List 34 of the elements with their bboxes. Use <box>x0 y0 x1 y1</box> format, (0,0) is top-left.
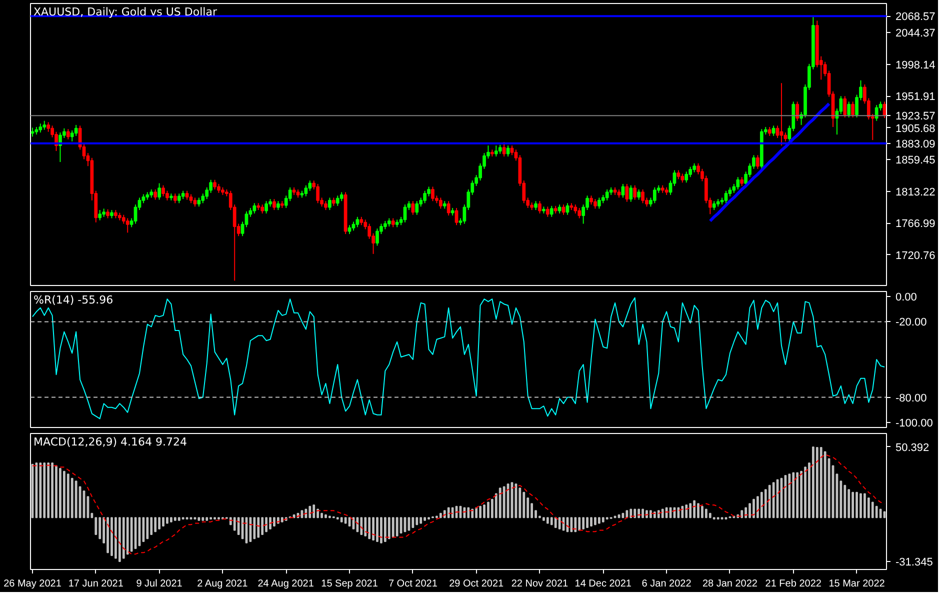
x-tick-label: 15 Sep 2021 <box>321 578 378 590</box>
y-tick-label: 1905.68 <box>896 122 936 135</box>
x-tick-label: 6 Jan 2022 <box>642 578 692 590</box>
y-tick-label: 1766.99 <box>896 218 936 230</box>
x-tick-label: 9 Jul 2021 <box>136 578 183 590</box>
x-tick-label: 24 Aug 2021 <box>258 578 314 590</box>
ref-line-label: 2068.57 <box>896 11 936 24</box>
x-tick-label: 22 Nov 2021 <box>511 578 569 590</box>
y-tick-label: 50.392 <box>896 442 930 454</box>
x-tick-label: 2 Aug 2021 <box>197 578 248 590</box>
chart-title: MACD(12,26,9) 4.164 9.724 <box>34 436 188 448</box>
y-tick-label: -80.00 <box>896 392 927 404</box>
ref-line-label: 1883.09 <box>896 138 936 150</box>
x-tick-label: 29 Oct 2021 <box>449 578 504 590</box>
y-tick-label: 1951.91 <box>896 91 936 104</box>
y-tick-label: 1859.45 <box>896 154 936 167</box>
y-tick-label: -100.00 <box>896 417 933 430</box>
y-tick-label: 1998.14 <box>896 59 936 72</box>
chart-title: XAUUSD, Daily: Gold vs US Dollar <box>34 6 218 18</box>
chart-title: %R(14) -55.96 <box>34 294 114 306</box>
y-tick-label: 1813.22 <box>896 186 936 198</box>
ref-line-label: 1923.57 <box>896 110 936 123</box>
y-tick-label: -31.345 <box>896 556 933 569</box>
y-tick-label: 1720.76 <box>896 250 936 262</box>
x-tick-label: 15 Mar 2022 <box>828 578 886 590</box>
x-tick-label: 28 Jan 2022 <box>702 578 758 590</box>
x-tick-label: 17 Jun 2021 <box>68 578 124 590</box>
y-tick-label: 0.00 <box>896 292 917 304</box>
x-tick-label: 26 May 2021 <box>4 578 62 590</box>
y-tick-label: 2044.37 <box>896 28 936 40</box>
x-tick-label: 14 Dec 2021 <box>574 578 632 590</box>
x-tick-label: 7 Oct 2021 <box>388 578 438 590</box>
x-tick-label: 21 Feb 2022 <box>765 578 822 590</box>
y-tick-label: -20.00 <box>896 316 927 329</box>
